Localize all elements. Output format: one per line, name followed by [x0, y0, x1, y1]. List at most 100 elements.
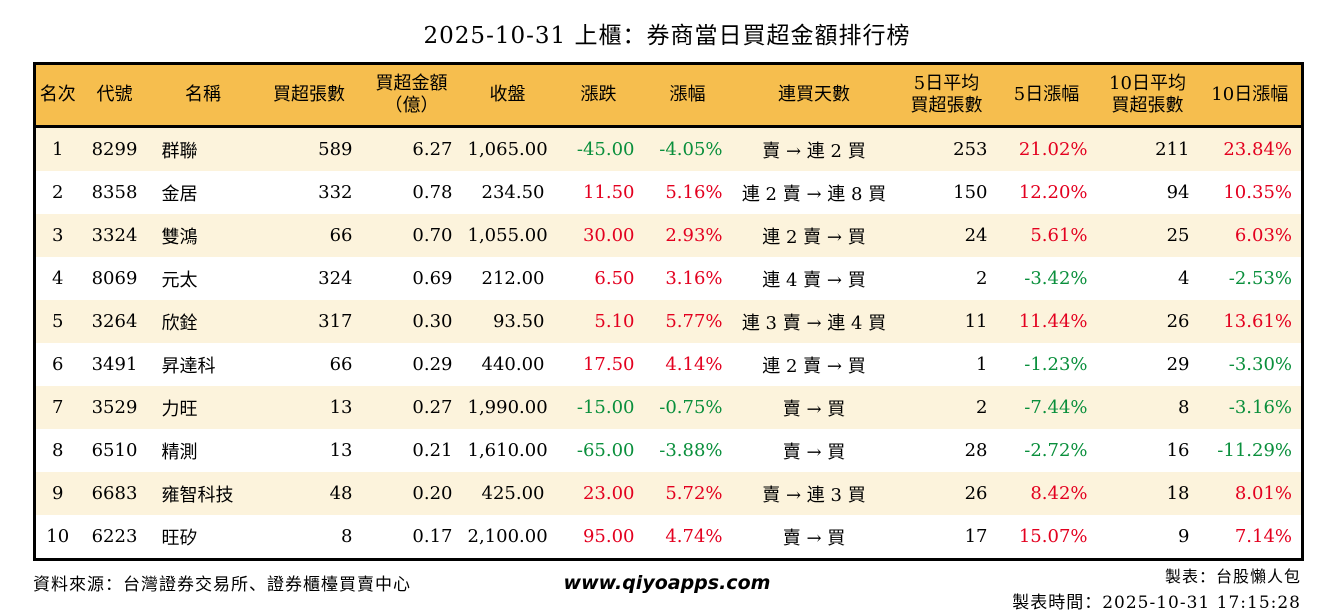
cell-change_pct: 4.14% [665, 354, 723, 375]
made-timestamp: 製表時間：2025-10-31 17:15:28 [1012, 593, 1301, 613]
website-url: www.qiyoapps.com [563, 572, 771, 594]
cell-rank: 1 [52, 139, 64, 160]
cell-streak: 連 2 賣 → 買 [762, 226, 866, 248]
cell-name: 金居 [161, 183, 198, 205]
cell-buy_amount: 0.30 [412, 311, 453, 332]
cell-avg10: 26 [1166, 311, 1190, 332]
column-header-pct10: 10日漲幅 [1198, 63, 1303, 128]
cell-change_pct: 3.16% [665, 268, 723, 289]
table-row: 10 6223 旺矽 8 0.17 2,100.00 95.00 4.74% 賣 → 買 17 15… [34, 515, 1303, 560]
cell-buy_volume: 324 [318, 268, 353, 289]
cell-pct10: 7.14% [1234, 526, 1292, 547]
cell-code: 6510 [91, 440, 138, 461]
cell-pct10: 23.84% [1223, 139, 1292, 160]
cell-streak: 賣 → 買 [782, 441, 846, 463]
table-row: 9 6683 雍智科技 48 0.20 425.00 23.00 5.72% 賣 → 連 3 買… [34, 472, 1303, 515]
cell-name: 群聯 [161, 140, 198, 162]
cell-name: 欣銓 [161, 312, 198, 334]
cell-change: 5.10 [594, 311, 635, 332]
cell-code: 8069 [91, 268, 138, 289]
cell-buy_volume: 66 [329, 354, 353, 375]
column-header-change: 漲跌 [553, 63, 644, 128]
column-header-name: 名稱 [149, 63, 257, 128]
cell-change_pct: 5.77% [665, 311, 723, 332]
cell-close: 1,990.00 [467, 397, 548, 418]
cell-name: 昇達科 [161, 355, 216, 377]
cell-code: 8358 [91, 182, 138, 203]
cell-pct10: 10.35% [1223, 182, 1292, 203]
cell-avg5: 1 [976, 354, 988, 375]
column-header-close: 收盤 [461, 63, 554, 128]
cell-streak: 連 2 賣 → 買 [762, 355, 866, 377]
column-header-avg10: 10日平均 買超張數 [1096, 63, 1199, 128]
cell-pct5: 21.02% [1018, 139, 1088, 160]
cell-close: 1,610.00 [467, 440, 548, 461]
cell-avg10: 9 [1178, 526, 1190, 547]
table-row: 8 6510 精測 13 0.21 1,610.00 -65.00 -3.88% 賣 → 買 28… [34, 429, 1303, 472]
cell-rank: 8 [52, 440, 64, 461]
cell-buy_volume: 317 [318, 311, 353, 332]
ranking-table-container: 名次 代號 名稱 買超張數 買超金額 （億） 收盤 漲跌 漲幅 連買天數 5日平均 買超張數 5日漲… [33, 62, 1304, 561]
cell-name: 元太 [161, 269, 198, 291]
cell-streak: 連 3 賣 → 連 4 買 [741, 312, 887, 334]
cell-pct5: -1.23% [1024, 354, 1088, 375]
cell-change: 30.00 [582, 225, 635, 246]
cell-pct5: -3.42% [1024, 268, 1088, 289]
column-header-change_pct: 漲幅 [643, 63, 732, 128]
table-row: 5 3264 欣銓 317 0.30 93.50 5.10 5.77% 連 3 賣 → 連 4 … [34, 300, 1303, 343]
cell-rank: 7 [52, 397, 64, 418]
cell-pct10: -2.53% [1228, 268, 1292, 289]
cell-avg5: 17 [964, 526, 988, 547]
cell-avg10: 18 [1166, 483, 1190, 504]
cell-avg10: 29 [1166, 354, 1190, 375]
cell-streak: 連 2 賣 → 連 8 買 [741, 183, 887, 205]
cell-pct5: -2.72% [1024, 440, 1088, 461]
cell-buy_amount: 0.29 [412, 354, 453, 375]
cell-pct5: 12.20% [1018, 182, 1088, 203]
cell-buy_amount: 0.78 [412, 182, 453, 203]
cell-change: -45.00 [576, 139, 635, 160]
cell-code: 3491 [91, 354, 138, 375]
cell-rank: 9 [52, 483, 64, 504]
cell-code: 3324 [91, 225, 138, 246]
cell-avg10: 211 [1155, 139, 1190, 160]
cell-close: 440.00 [481, 354, 545, 375]
cell-change: 23.00 [582, 483, 635, 504]
cell-buy_volume: 13 [329, 440, 353, 461]
cell-buy_volume: 13 [329, 397, 353, 418]
cell-change_pct: -4.05% [659, 139, 723, 160]
column-header-code: 代號 [79, 63, 150, 128]
cell-buy_volume: 66 [329, 225, 353, 246]
cell-close: 234.50 [481, 182, 545, 203]
cell-rank: 6 [52, 354, 64, 375]
cell-change: 11.50 [582, 182, 635, 203]
column-header-pct5: 5日漲幅 [996, 63, 1097, 128]
cell-pct10: 8.01% [1234, 483, 1292, 504]
data-source-note: 資料來源：台灣證券交易所、證券櫃檯買賣中心 [33, 575, 411, 595]
cell-close: 1,055.00 [467, 225, 548, 246]
cell-rank: 5 [52, 311, 64, 332]
cell-pct5: 8.42% [1030, 483, 1088, 504]
cell-pct10: -11.29% [1217, 440, 1292, 461]
cell-pct5: 15.07% [1018, 526, 1088, 547]
cell-rank: 3 [52, 225, 64, 246]
cell-buy_amount: 0.17 [412, 526, 453, 547]
cell-rank: 2 [52, 182, 64, 203]
cell-name: 雙鴻 [161, 226, 198, 248]
cell-avg5: 2 [976, 268, 988, 289]
table-body: 1 8299 群聯 589 6.27 1,065.00 -45.00 -4.05% 賣 → 連 … [34, 126, 1303, 560]
cell-name: 旺矽 [161, 527, 198, 549]
cell-buy_volume: 589 [318, 139, 353, 160]
column-header-buy_volume: 買超張數 [256, 63, 362, 128]
table-row: 3 3324 雙鴻 66 0.70 1,055.00 30.00 2.93% 連 2 賣 → 買… [34, 214, 1303, 257]
cell-change: -15.00 [576, 397, 635, 418]
cell-code: 6683 [91, 483, 138, 504]
cell-pct5: 11.44% [1018, 311, 1088, 332]
cell-code: 3264 [91, 311, 138, 332]
cell-avg10: 25 [1166, 225, 1190, 246]
column-header-streak: 連買天數 [731, 63, 897, 128]
cell-avg5: 253 [953, 139, 988, 160]
column-header-buy_amount: 買超金額 （億） [361, 63, 462, 128]
cell-code: 6223 [91, 526, 138, 547]
cell-pct5: 5.61% [1030, 225, 1088, 246]
